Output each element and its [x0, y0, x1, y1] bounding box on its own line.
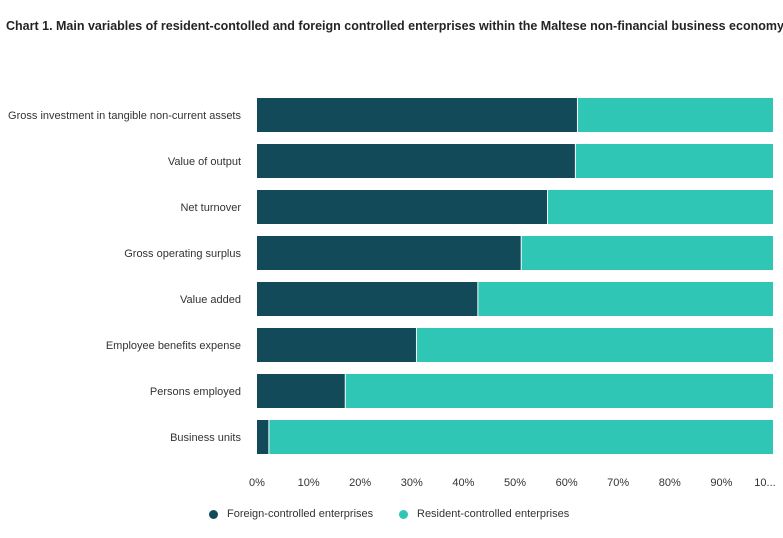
x-tick-label: 30% — [401, 477, 423, 489]
x-tick-label: 10% — [298, 477, 320, 489]
chart-title: Chart 1. Main variables of resident-cont… — [6, 19, 783, 33]
bar-foreign[interactable] — [257, 328, 416, 362]
bar-resident[interactable] — [345, 374, 773, 408]
x-tick-label: 50% — [504, 477, 526, 489]
x-tick-label: 90% — [710, 477, 732, 489]
x-tick-label: 0% — [249, 477, 265, 489]
category-label: Value of output — [168, 156, 241, 168]
category-label: Gross operating surplus — [124, 248, 241, 260]
category-label: Employee benefits expense — [106, 340, 241, 352]
legend-swatch-foreign — [209, 509, 218, 519]
x-tick-label: 80% — [659, 477, 681, 489]
bar-foreign[interactable] — [257, 374, 345, 408]
category-label: Value added — [180, 294, 241, 306]
legend-label-foreign: Foreign-controlled enterprises — [227, 508, 374, 520]
bar-foreign[interactable] — [257, 98, 577, 132]
stacked-bar-chart: Gross investment in tangible non-current… — [8, 98, 776, 489]
bar-foreign[interactable] — [257, 282, 478, 316]
chart-legend: Foreign-controlled enterprises Resident-… — [0, 508, 783, 528]
bar-resident[interactable] — [521, 236, 773, 270]
bar-resident[interactable] — [416, 328, 773, 362]
legend-label-resident: Resident-controlled enterprises — [417, 508, 570, 520]
bar-foreign[interactable] — [257, 190, 548, 224]
x-tick-label: 10... — [754, 477, 775, 489]
x-tick-label: 60% — [556, 477, 578, 489]
legend-item-resident[interactable]: Resident-controlled enterprises — [399, 508, 569, 520]
category-label: Business units — [170, 432, 241, 444]
bar-resident[interactable] — [575, 144, 773, 178]
bar-foreign[interactable] — [257, 144, 575, 178]
category-label: Persons employed — [150, 386, 241, 398]
bar-foreign[interactable] — [257, 236, 521, 270]
legend-swatch-resident — [399, 509, 408, 519]
bar-resident[interactable] — [577, 98, 773, 132]
bar-resident[interactable] — [269, 420, 773, 454]
x-tick-label: 20% — [349, 477, 371, 489]
bar-resident[interactable] — [478, 282, 773, 316]
category-label: Gross investment in tangible non-current… — [8, 110, 241, 122]
x-tick-label: 70% — [607, 477, 629, 489]
bar-resident[interactable] — [548, 190, 773, 224]
bar-foreign[interactable] — [257, 420, 269, 454]
x-tick-label: 40% — [452, 477, 474, 489]
legend-item-foreign[interactable]: Foreign-controlled enterprises — [209, 508, 373, 520]
category-label: Net turnover — [180, 202, 241, 214]
